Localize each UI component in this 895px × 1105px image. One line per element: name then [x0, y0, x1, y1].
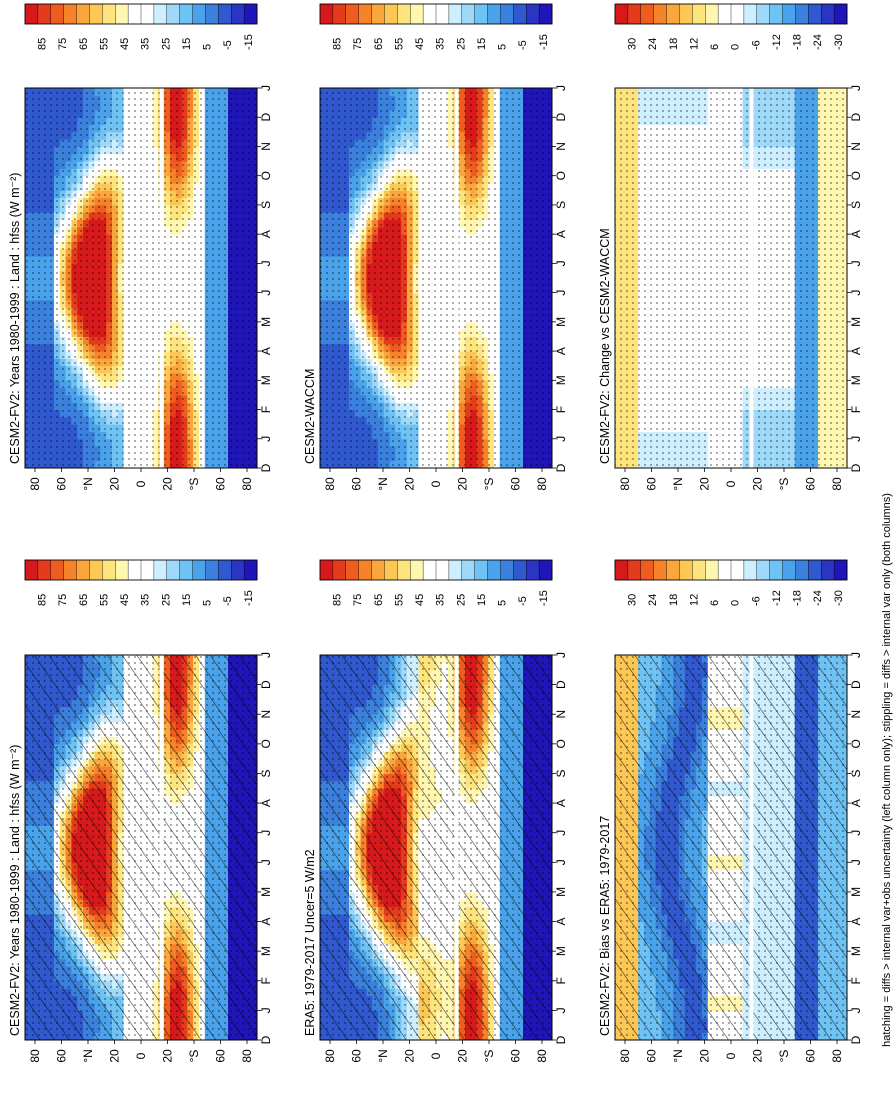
- month-tick-label: J: [259, 436, 273, 442]
- panel-p1: D J F M A M J J A S O N D J 80 60 °N 20 0 20 °S 60 80 CESM2-FV2…: [8, 652, 273, 1063]
- month-tick-label: J: [259, 260, 273, 266]
- hatch-overlay: [25, 655, 257, 1040]
- lat-tick-label: 0: [134, 480, 148, 487]
- lat-tick-label: 60: [55, 477, 69, 491]
- lat-tick-label: 60: [55, 1049, 69, 1063]
- month-tick-label: J: [259, 1007, 273, 1013]
- lat-tick-label: 0: [134, 1052, 148, 1059]
- lat-tick-label: 80: [28, 1049, 42, 1063]
- lat-tick-label: 80: [240, 1049, 254, 1063]
- month-tick-label: J: [259, 652, 273, 658]
- month-tick-label: A: [259, 799, 273, 807]
- month-tick-label: J: [259, 290, 273, 296]
- lat-tick-label: °N: [81, 1049, 95, 1062]
- month-tick-label: J: [259, 85, 273, 91]
- panel-title: CESM2-FV2: Years 1980-1999 : Land : hfss…: [8, 745, 22, 1036]
- lat-tick-label: °N: [81, 477, 95, 490]
- lat-tick-label: 80: [240, 477, 254, 491]
- month-tick-label: A: [259, 347, 273, 355]
- month-tick-label: M: [259, 887, 273, 897]
- month-tick-label: A: [259, 918, 273, 926]
- lat-tick-label: 60: [214, 1049, 228, 1063]
- lat-tick-label: 20: [161, 477, 175, 491]
- month-tick-label: M: [259, 946, 273, 956]
- month-tick-label: S: [259, 201, 273, 209]
- month-tick-label: D: [259, 680, 273, 689]
- lat-tick-label: 80: [28, 477, 42, 491]
- lat-tick-label: °S: [187, 478, 201, 491]
- lat-tick-label: 20: [108, 1049, 122, 1063]
- panel-title: CESM2-FV2: Years 1980-1999 : Land : hfss…: [8, 173, 22, 464]
- month-tick-label: F: [259, 977, 273, 984]
- month-tick-label: M: [259, 375, 273, 385]
- month-tick-label: J: [259, 859, 273, 865]
- month-tick-label: N: [259, 142, 273, 151]
- missing-data-band: [159, 88, 164, 468]
- month-tick-label: S: [259, 769, 273, 777]
- lat-tick-label: °S: [187, 1050, 201, 1063]
- lat-tick-label: 20: [161, 1049, 175, 1063]
- month-tick-label: J: [259, 830, 273, 836]
- month-tick-label: O: [259, 171, 273, 180]
- missing-data-band: [159, 655, 164, 1040]
- stipple-overlay: [25, 88, 257, 468]
- month-tick-label: D: [259, 1035, 273, 1044]
- lat-tick-label: 20: [108, 477, 122, 491]
- month-tick-label: D: [259, 463, 273, 472]
- panel-p2: D J F M A M J J A S O N D J 80 60 °N 20 0 20 °S 60 80 CESM2-FV2…: [8, 85, 273, 491]
- month-tick-label: M: [259, 317, 273, 327]
- month-tick-label: O: [259, 739, 273, 748]
- month-tick-label: F: [259, 406, 273, 413]
- month-tick-label: D: [259, 113, 273, 122]
- month-tick-label: A: [259, 230, 273, 238]
- lat-tick-label: 60: [214, 477, 228, 491]
- month-tick-label: N: [259, 710, 273, 719]
